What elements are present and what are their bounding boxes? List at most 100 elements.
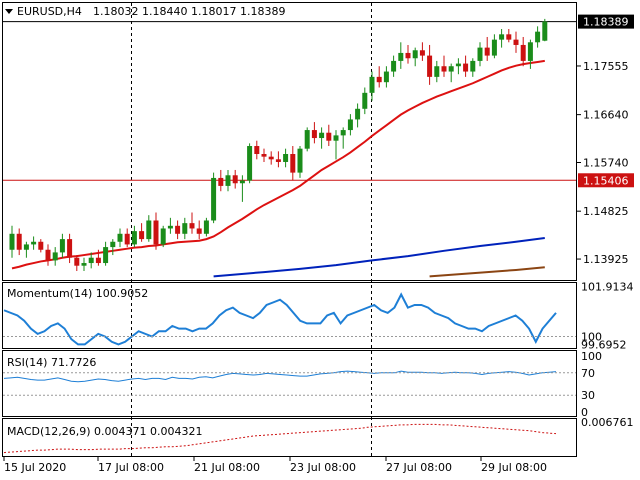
- candle-body: [9, 233, 15, 250]
- candle-body: [419, 50, 425, 56]
- candle-body: [484, 47, 490, 56]
- candle-body: [290, 154, 296, 173]
- candle-body: [117, 233, 123, 242]
- price-axis-label: 1.13925: [583, 253, 629, 266]
- axes: 1.18389 1.17555 1.16640 1.15740 1.15406 1.148…: [3, 14, 634, 474]
- rsi-axis-label: 100: [581, 350, 602, 363]
- candle-body: [535, 31, 541, 43]
- symbol-dropdown-icon[interactable]: [5, 9, 13, 14]
- candle-body: [470, 60, 476, 72]
- candle-body: [369, 76, 375, 93]
- momentum-label: Momentum(14) 100.9052: [7, 287, 148, 300]
- candle-body: [95, 257, 101, 264]
- candle-body: [319, 132, 325, 139]
- moving-averages: [11, 59, 545, 278]
- momentum-line: [3, 292, 557, 346]
- ma-slow-line: [429, 266, 545, 278]
- candle-body: [203, 220, 209, 234]
- candle-body: [38, 241, 44, 250]
- macd-signal-line: [3, 423, 557, 454]
- candle-body: [196, 228, 202, 234]
- candle-body: [31, 241, 37, 245]
- time-axis-label: 27 Jul 08:00: [386, 461, 452, 474]
- time-axis-label: 17 Jul 08:00: [98, 461, 164, 474]
- time-axis-label: 23 Jul 08:00: [290, 461, 356, 474]
- time-axis-label: 29 Jul 08:00: [481, 461, 547, 474]
- candle-body: [412, 50, 418, 59]
- candle-body: [131, 231, 137, 245]
- candle-body: [45, 249, 51, 261]
- candle-body: [304, 130, 310, 149]
- candle-body: [247, 146, 253, 181]
- candle-body: [491, 39, 497, 56]
- rsi-label: RSI(14) 71.7726: [7, 356, 96, 369]
- candle-body: [153, 220, 159, 245]
- price-panel-frame: [2, 2, 577, 281]
- price-axis-label: 1.18389: [583, 16, 629, 29]
- horizontal-levels: [3, 21, 576, 181]
- candle-body: [268, 156, 274, 160]
- candle-body: [16, 233, 22, 250]
- candle-body: [23, 244, 29, 250]
- candle-body: [74, 257, 80, 266]
- candle-body: [52, 252, 58, 261]
- candle-body: [182, 223, 188, 234]
- candle-body: [347, 119, 353, 131]
- candle-body: [311, 130, 317, 139]
- candle-body: [455, 63, 461, 67]
- candle-body: [499, 34, 505, 40]
- candle-body: [225, 175, 231, 186]
- candle-body: [67, 239, 73, 258]
- candle-body: [254, 146, 260, 154]
- candle-body: [88, 257, 94, 264]
- candle-body: [160, 228, 166, 245]
- candle-body: [441, 66, 447, 72]
- candle-body: [542, 21, 548, 41]
- candle-body: [463, 63, 469, 72]
- oscillator-lines: [3, 292, 576, 454]
- momentum-axis-label: 101.9134: [581, 280, 634, 293]
- candle-body: [167, 225, 173, 229]
- candle-body: [110, 241, 116, 248]
- candle-body: [146, 220, 152, 240]
- candle-body: [59, 239, 65, 253]
- rsi-axis-label: 0: [581, 406, 588, 419]
- candle-body: [362, 92, 368, 109]
- price-axis-label: 1.16640: [583, 109, 629, 122]
- price-level-tag: [578, 173, 634, 188]
- candle-body: [103, 247, 109, 264]
- macd-axis-label: 0.006761: [581, 416, 634, 429]
- candle-body: [383, 71, 389, 83]
- candle-body: [124, 233, 130, 245]
- ohlc-values: 1.18032 1.18440 1.18017 1.18389: [93, 5, 285, 18]
- momentum-axis-label: 100: [581, 331, 602, 344]
- candle-body: [326, 132, 332, 141]
- candle-body: [189, 223, 195, 229]
- price-axis-label: 1.15406: [583, 174, 629, 187]
- candle-body: [506, 34, 512, 40]
- candle-body: [175, 225, 181, 234]
- macd-panel-frame: [2, 418, 577, 457]
- candle-body: [340, 130, 346, 136]
- ma-mid-line: [213, 237, 545, 278]
- candle-body: [477, 47, 483, 61]
- ma-fast-line: [11, 59, 545, 270]
- candle-body: [232, 175, 238, 184]
- candle-body: [218, 177, 224, 186]
- candle-body: [391, 60, 397, 72]
- current-price-tag: [578, 14, 634, 29]
- candle-body: [434, 66, 440, 77]
- candle-body: [211, 177, 217, 221]
- candles: [9, 18, 548, 272]
- candle-body: [448, 66, 454, 72]
- price-axis-label: 1.17555: [583, 60, 629, 73]
- price-axis-label: 1.14825: [583, 205, 629, 218]
- candle-body: [376, 76, 382, 83]
- candle-body: [81, 263, 87, 266]
- candle-body: [261, 154, 267, 157]
- rsi-panel-frame: [2, 350, 577, 417]
- candle-body: [239, 180, 245, 184]
- candle-body: [333, 135, 339, 141]
- symbol-title: EURUSD,H4: [17, 5, 82, 18]
